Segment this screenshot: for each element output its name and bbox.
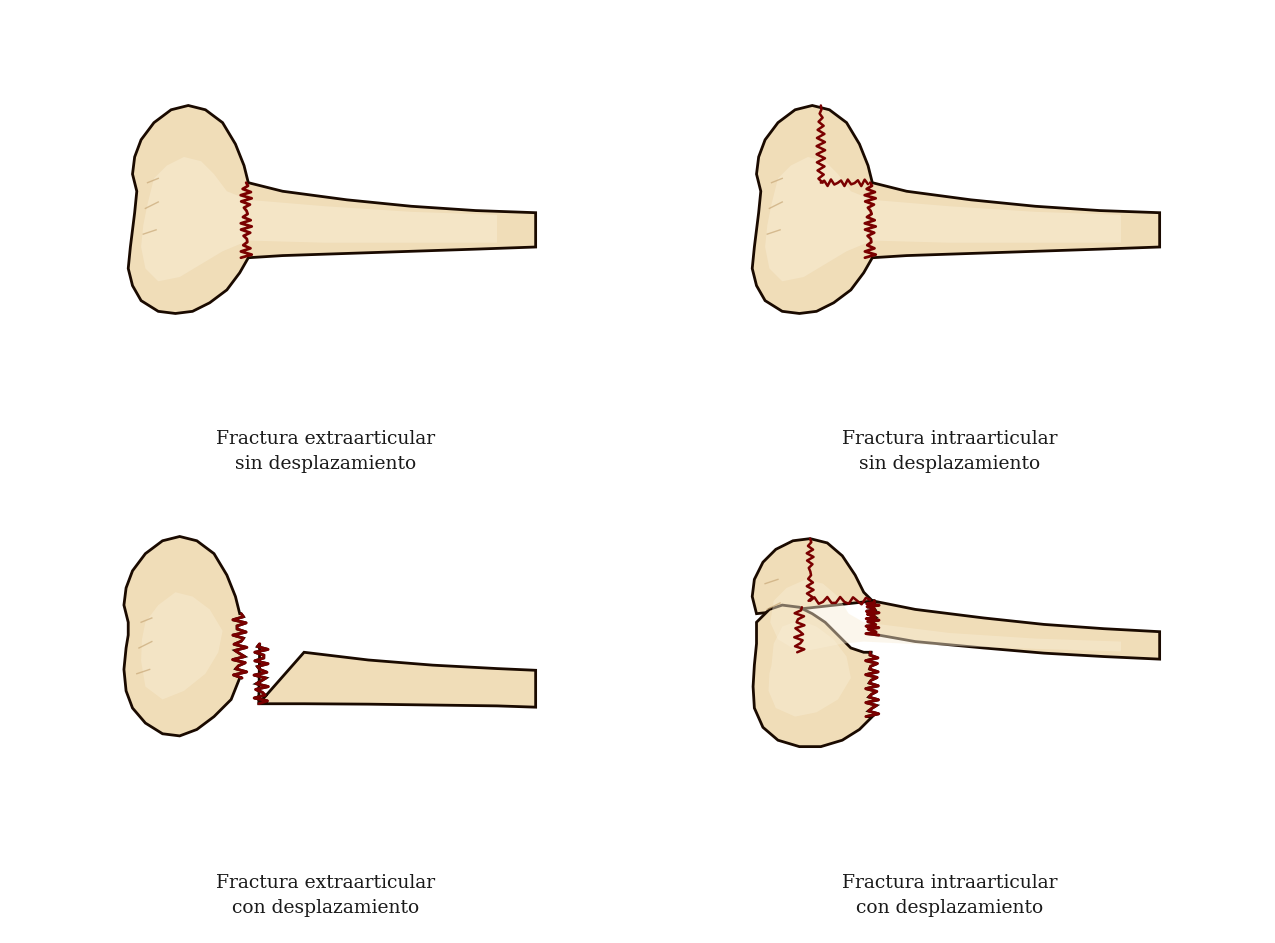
Polygon shape — [124, 537, 247, 736]
Text: Fractura extraarticular
sin desplazamiento: Fractura extraarticular sin desplazamien… — [215, 430, 435, 472]
Polygon shape — [752, 538, 1160, 659]
Polygon shape — [142, 592, 223, 700]
Polygon shape — [765, 157, 1121, 281]
Polygon shape — [770, 579, 1121, 653]
Polygon shape — [142, 157, 497, 281]
Polygon shape — [769, 620, 850, 717]
Polygon shape — [754, 605, 878, 747]
Text: Fractura intraarticular
con desplazamiento: Fractura intraarticular con desplazamien… — [842, 873, 1057, 917]
Polygon shape — [129, 106, 535, 313]
Polygon shape — [254, 644, 536, 707]
Polygon shape — [752, 106, 1160, 313]
Text: Fractura intraarticular
sin desplazamiento: Fractura intraarticular sin desplazamien… — [842, 430, 1057, 472]
Text: Fractura extraarticular
con desplazamiento: Fractura extraarticular con desplazamien… — [215, 873, 435, 917]
